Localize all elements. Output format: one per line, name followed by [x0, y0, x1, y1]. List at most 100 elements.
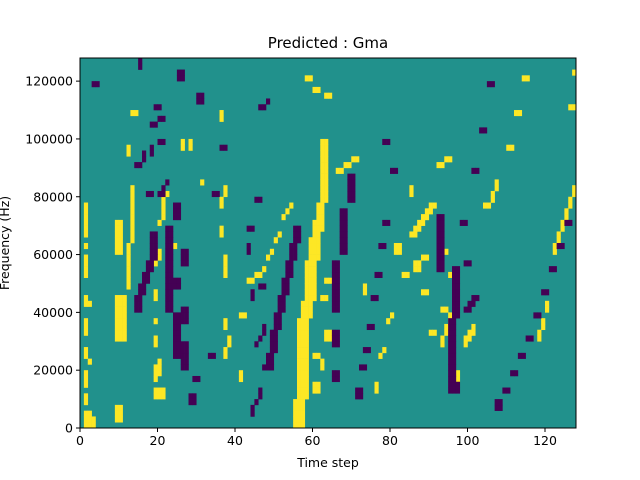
heatmap-cell-high — [308, 271, 313, 278]
heatmap-cell-low — [169, 237, 174, 244]
heatmap-cell-low — [184, 358, 189, 365]
heatmap-cell-high — [297, 399, 302, 406]
heatmap-cell-low — [452, 318, 457, 325]
heatmap-cell-low — [335, 370, 340, 377]
heatmap-cell-low — [277, 306, 282, 313]
heatmap-cell-low — [293, 254, 298, 261]
heatmap-cell-high — [83, 208, 89, 215]
heatmap-cell-high — [397, 248, 402, 255]
heatmap-cell-low — [436, 243, 441, 250]
heatmap-cell-high — [300, 416, 306, 423]
heatmap-cell-low — [510, 370, 515, 377]
heatmap-cell-high — [393, 248, 399, 255]
heatmap-cell-low — [440, 214, 445, 221]
heatmap-cell-high — [91, 422, 96, 429]
heatmap-cell-high — [463, 335, 468, 342]
heatmap-cell-high — [83, 399, 89, 406]
heatmap-cell-low — [285, 271, 290, 278]
heatmap-cell-low — [207, 352, 213, 359]
heatmap-cell-low — [335, 289, 340, 296]
heatmap-cell-high — [428, 202, 433, 209]
heatmap-cell-low — [455, 283, 461, 290]
x-tick-label: 100 — [456, 433, 480, 448]
heatmap-cell-high — [304, 358, 309, 365]
heatmap-cell-low — [157, 138, 162, 146]
heatmap-cell-high — [335, 167, 340, 174]
heatmap-cell-low — [479, 127, 484, 134]
heatmap-cell-high — [83, 243, 89, 250]
heatmap-cell-low — [176, 329, 182, 336]
heatmap-cell-high — [304, 312, 309, 319]
heatmap-cell-low — [145, 190, 151, 198]
heatmap-cell-low — [138, 289, 143, 296]
heatmap-cell-high — [537, 329, 542, 336]
heatmap-cell-high — [180, 138, 185, 146]
heatmap-cell-high — [300, 422, 306, 429]
heatmap-cell-high — [421, 254, 426, 261]
heatmap-cell-high — [83, 295, 89, 302]
heatmap-cell-high — [153, 341, 158, 348]
heatmap-cell-low — [134, 306, 139, 313]
heatmap-cell-low — [452, 387, 457, 394]
heatmap-cell-low — [149, 144, 154, 151]
heatmap-cell-high — [297, 387, 302, 394]
heatmap-cell-high — [153, 375, 158, 383]
heatmap-cell-high — [382, 347, 387, 354]
heatmap-cell-high — [153, 393, 158, 400]
heatmap-cell-high — [130, 208, 135, 215]
heatmap-cell-high — [114, 335, 120, 342]
heatmap-cell-high — [324, 295, 329, 302]
heatmap-cell-low — [436, 214, 441, 221]
heatmap-cell-low — [436, 231, 441, 238]
heatmap-cell-low — [258, 387, 263, 394]
heatmap-cell-high — [537, 335, 542, 342]
heatmap-cell-high — [173, 243, 178, 250]
heatmap-cell-low — [339, 231, 344, 238]
heatmap-cell-low — [355, 393, 360, 400]
heatmap-cell-high — [324, 138, 329, 146]
heatmap-cell-low — [448, 329, 453, 336]
heatmap-cell-high — [130, 231, 135, 238]
heatmap-cell-low — [215, 190, 220, 198]
heatmap-cell-low — [475, 167, 480, 174]
heatmap-cell-low — [176, 312, 182, 319]
heatmap-high-cells — [83, 69, 577, 429]
x-axis: 0 20 40 60 80 100 120 — [76, 428, 557, 448]
heatmap-cell-low — [153, 104, 158, 111]
heatmap-cell-low — [184, 318, 189, 325]
heatmap-cell-low — [529, 335, 534, 342]
heatmap-cell-high — [161, 393, 166, 400]
heatmap-cell-high — [289, 202, 294, 209]
heatmap-cell-high — [297, 347, 302, 354]
heatmap-cell-high — [83, 214, 89, 221]
heatmap-cell-low — [339, 225, 344, 232]
heatmap-cell-low — [165, 289, 170, 296]
heatmap-cell-high — [83, 266, 89, 273]
heatmap-cell-high — [157, 393, 162, 400]
heatmap-cell-high — [118, 416, 123, 423]
heatmap-cell-high — [444, 156, 449, 163]
heatmap-cell-high — [320, 225, 325, 232]
heatmap-cell-high — [312, 381, 317, 388]
heatmap-cell-low — [347, 190, 352, 198]
heatmap-cell-low — [184, 306, 189, 313]
heatmap-cell-low — [351, 179, 356, 186]
heatmap-cell-high — [188, 144, 193, 151]
heatmap-cell-high — [467, 335, 472, 342]
heatmap-cell-low — [269, 364, 275, 371]
heatmap-cell-high — [390, 312, 395, 319]
heatmap-cell-low — [440, 243, 445, 250]
heatmap-cell-high — [421, 289, 426, 296]
heatmap-cell-low — [331, 375, 337, 383]
heatmap-cell-high — [118, 335, 123, 342]
heatmap-cell-high — [161, 196, 166, 203]
heatmap-cell-low — [176, 318, 182, 325]
heatmap-cell-high — [114, 219, 120, 226]
heatmap-cell-low — [149, 237, 154, 244]
heatmap-cell-high — [308, 75, 313, 82]
heatmap-cell-low — [138, 295, 143, 302]
heatmap-cell-low — [448, 387, 453, 394]
heatmap-cell-high — [316, 214, 321, 221]
heatmap-cell-high — [130, 196, 135, 203]
heatmap-cell-low — [331, 300, 337, 307]
